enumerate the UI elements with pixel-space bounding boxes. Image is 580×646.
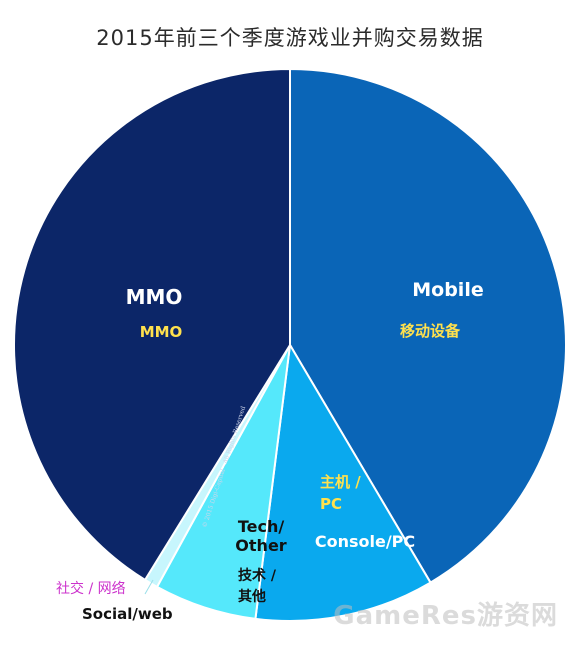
pie-labels: Mobile 移动设备 MMO MMO 主机 / PC Console/PC Tech/Oth… [56,279,484,623]
pie-slice-mmo [13,67,291,582]
label-mobile: Mobile [412,279,483,301]
leader-line-social-web [144,579,154,595]
label-console-pc: Console/PC [315,532,415,551]
label-mobile-zh: 移动设备 [400,322,461,340]
watermark: GameRes游资网 [333,601,558,631]
pie-slice-mobile [289,67,567,584]
label-tech-other-zh: 技术 /其他 [238,567,277,605]
chart-title: 2015年前三个季度游戏业并购交易数据 [96,26,484,50]
label-tech-other: Tech/Other [235,517,286,555]
label-console-pc-zh: 主机 / PC [320,473,361,513]
pie-slice-console_pc [254,341,432,622]
label-social-web: Social/web [82,605,173,623]
pie-slices [13,67,567,622]
label-social-web-zh: 社交 / 网络 [56,580,126,597]
label-mmo-zh: MMO [140,323,183,341]
label-mmo: MMO [126,285,183,309]
